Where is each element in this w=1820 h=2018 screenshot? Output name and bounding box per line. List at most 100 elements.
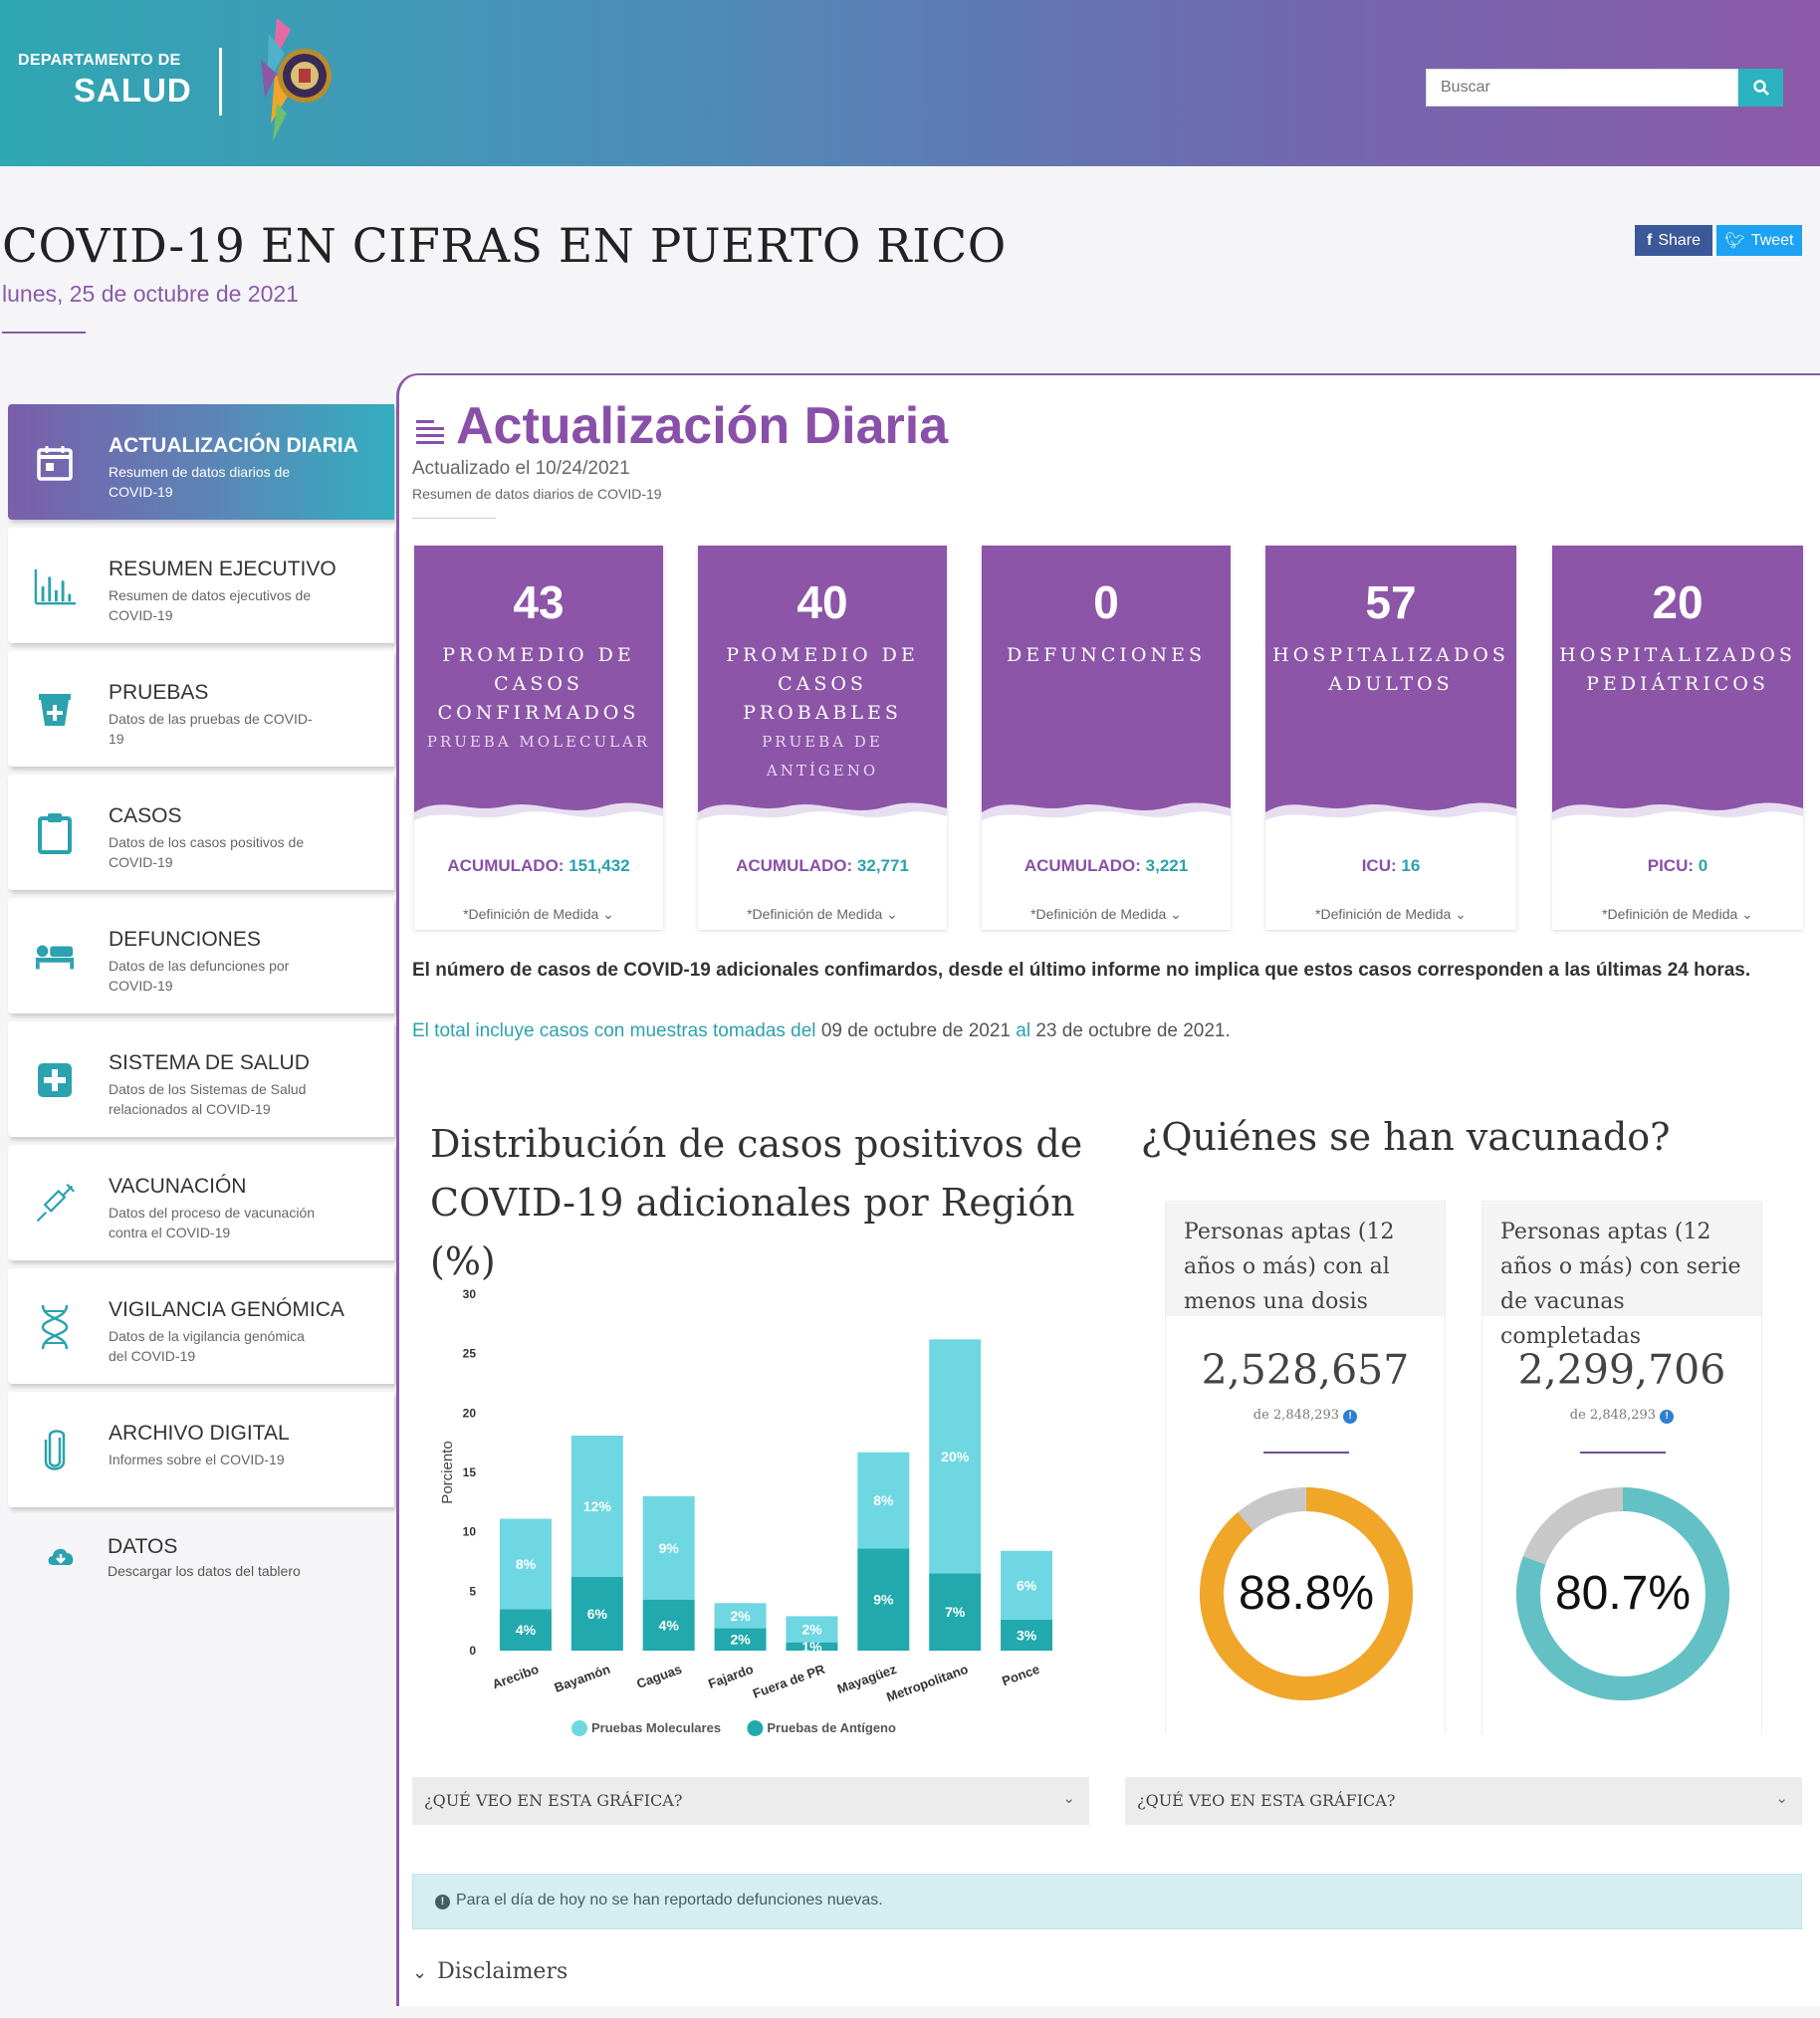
x-tick-label: Fuera de PR xyxy=(751,1662,827,1701)
facebook-icon: f xyxy=(1646,231,1653,249)
card-header-bg xyxy=(982,546,1231,824)
card-icu: ICU: 16 xyxy=(1265,856,1516,876)
sidebar-item-subtitle: Datos de las pruebas de COVID-19 xyxy=(109,711,313,747)
vaccine-card-complete: Personas aptas (12 años o más) con serie… xyxy=(1481,1201,1762,1734)
dept-line2: SALUD xyxy=(74,72,192,109)
acc-label: ACUMULADO: xyxy=(447,856,565,875)
vaccine-count: 2,299,706 xyxy=(1517,1346,1726,1394)
sidebar-item-actualizacion-diaria[interactable]: ACTUALIZACIÓN DIARIA Resumen de datos di… xyxy=(8,404,394,520)
sidebar-item-title: SISTEMA DE SALUD xyxy=(109,1051,310,1074)
y-tick-label: 5 xyxy=(469,1584,476,1598)
sidebar-item-casos[interactable]: CASOS Datos de los casos positivos de CO… xyxy=(8,775,394,890)
sidebar-item-title: CASOS xyxy=(109,804,182,827)
acc-label: PICU: xyxy=(1647,856,1695,875)
card-number: 40 xyxy=(796,576,848,628)
definition-label: *Definición de Medida xyxy=(1315,906,1452,922)
bar-data-label: 20% xyxy=(941,1449,970,1464)
vaccine-card-header: Personas aptas (12 años o más) con serie… xyxy=(1482,1201,1761,1349)
section-subtitle: Resumen de datos diarios de COVID-19 xyxy=(412,486,662,502)
test-kit-icon xyxy=(34,689,76,731)
sidebar-item-title: PRUEBAS xyxy=(109,681,209,704)
definition-toggle[interactable]: *Definición de Medida ⌄ xyxy=(982,906,1231,923)
x-tick-label: Arecibo xyxy=(490,1662,541,1692)
cases-note: El número de casos de COVID-19 adicional… xyxy=(412,960,1751,981)
acc-label: ACUMULADO: xyxy=(1024,856,1141,875)
updated-date: Actualizado el 10/24/2021 xyxy=(412,458,630,479)
vaccine-count: 2,528,657 xyxy=(1201,1346,1410,1394)
menu-lines-icon xyxy=(416,420,444,444)
sidebar-item-datos[interactable]: DATOS Descargar los datos del tablero xyxy=(8,1523,394,1603)
sidebar-item-archivo-digital[interactable]: ARCHIVO DIGITAL Informes sobre el COVID-… xyxy=(8,1392,394,1507)
bar-data-label: 3% xyxy=(1017,1627,1037,1643)
share-label: Share xyxy=(1658,231,1702,249)
clipboard-icon xyxy=(34,812,76,854)
sidebar-item-resumen-ejecutivo[interactable]: RESUMEN EJECUTIVO Resumen de datos ejecu… xyxy=(8,528,394,643)
definition-label: *Definición de Medida xyxy=(463,906,599,922)
bar-data-label: 7% xyxy=(945,1604,966,1620)
dept-logo-text[interactable]: DEPARTAMENTO DE SALUD xyxy=(18,52,192,110)
facebook-share-button[interactable]: f Share xyxy=(1635,225,1712,256)
search-input[interactable] xyxy=(1426,69,1738,107)
title-underline xyxy=(2,332,86,334)
section-title: Actualización Diaria xyxy=(456,397,949,455)
sidebar-item-pruebas[interactable]: PRUEBAS Datos de las pruebas de COVID-19 xyxy=(8,651,394,767)
card-wave xyxy=(982,802,1231,834)
card-accumulated: ACUMULADO: 32,771 xyxy=(698,856,947,876)
card-label: HOSPITALIZADOS PEDIÁTRICOS xyxy=(1559,644,1796,695)
section-divider xyxy=(412,518,496,519)
search-icon xyxy=(1752,80,1769,96)
cloud-download-icon xyxy=(46,1545,76,1572)
faq-label: ¿QUÉ VEO EN ESTA GRÁFICA? xyxy=(424,1791,683,1810)
tweet-label: Tweet xyxy=(1750,231,1794,249)
sidebar-item-defunciones[interactable]: DEFUNCIONES Datos de las defunciones por… xyxy=(8,898,394,1013)
card-wave xyxy=(1552,802,1803,834)
bar-segment xyxy=(714,1628,767,1651)
sidebar-item-vacunacion[interactable]: VACUNACIÓN Datos del proceso de vacunaci… xyxy=(8,1145,394,1260)
card-wave xyxy=(1265,802,1516,834)
bar-data-label: 8% xyxy=(516,1556,537,1572)
card-header-bg xyxy=(414,546,663,824)
definition-toggle[interactable]: *Definición de Medida ⌄ xyxy=(698,906,947,923)
sidebar-item-vigilancia-genomica[interactable]: VIGILANCIA GENÓMICA Datos de la vigilanc… xyxy=(8,1268,394,1384)
legend-marker xyxy=(747,1720,764,1736)
info-icon[interactable]: ! xyxy=(1660,1410,1675,1424)
vaccine-total: de 2,848,293 xyxy=(1252,1408,1340,1423)
bar-data-label: 2% xyxy=(730,1632,751,1648)
card-number: 57 xyxy=(1365,576,1417,628)
twitter-tweet-button[interactable]: 🐦︎ Tweet xyxy=(1716,225,1802,256)
card-header-bg xyxy=(1265,546,1516,824)
bar-data-label: 2% xyxy=(730,1608,751,1624)
acc-value: 16 xyxy=(1401,856,1421,875)
vaccine-divider xyxy=(1263,1452,1349,1454)
definition-toggle[interactable]: *Definición de Medida ⌄ xyxy=(1265,906,1516,923)
note-to-date: 23 de octubre de 2021. xyxy=(1035,1020,1231,1041)
stat-card-confirmed: 43 PROMEDIO DE CASOS CONFIRMADOS PRUEBA … xyxy=(414,546,663,930)
definition-toggle[interactable]: *Definición de Medida ⌄ xyxy=(414,906,663,923)
info-circle-icon: ! xyxy=(435,1895,450,1909)
bar-segment xyxy=(857,1452,910,1549)
card-number: 20 xyxy=(1652,576,1704,628)
bar-segment xyxy=(499,1609,552,1651)
y-tick-label: 30 xyxy=(463,1287,477,1301)
stat-card-probable: 40 PROMEDIO DE CASOS PROBABLES PRUEBA DE… xyxy=(698,546,947,930)
card-header-bg xyxy=(1552,546,1803,824)
x-tick-label: Caguas xyxy=(634,1662,683,1691)
vaccine-card-one-dose: Personas aptas (12 años o más) con al me… xyxy=(1165,1201,1446,1734)
info-alert: ! Para el día de hoy no se han reportado … xyxy=(412,1874,1802,1929)
x-tick-label: Metropolitano xyxy=(884,1662,970,1705)
donut-percent: 88.8% xyxy=(1239,1567,1374,1620)
vaccine-faq-accordion[interactable]: ¿QUÉ VEO EN ESTA GRÁFICA? ⌄ xyxy=(1125,1777,1802,1825)
search-button[interactable] xyxy=(1738,69,1783,107)
legend-label: Pruebas Moleculares xyxy=(591,1720,721,1735)
disclaimers-toggle[interactable]: ⌄ Disclaimers xyxy=(412,1959,568,1984)
sidebar-item-sistema-de-salud[interactable]: SISTEMA DE SALUD Datos de los Sistemas d… xyxy=(8,1021,394,1137)
sidebar-item-subtitle: Datos de la vigilancia genómica del COVI… xyxy=(109,1328,305,1364)
chart-faq-accordion[interactable]: ¿QUÉ VEO EN ESTA GRÁFICA? ⌄ xyxy=(412,1777,1089,1825)
bar-data-label: 12% xyxy=(583,1498,612,1514)
definition-toggle[interactable]: *Definición de Medida ⌄ xyxy=(1552,906,1803,923)
y-tick-label: 10 xyxy=(463,1525,477,1539)
sidebar-item-title: ACTUALIZACIÓN DIARIA xyxy=(109,434,358,457)
sidebar-item-subtitle: Resumen de datos ejecutivos de COVID-19 xyxy=(109,587,312,623)
info-icon[interactable]: ! xyxy=(1343,1410,1358,1424)
sidebar-item-title: VACUNACIÓN xyxy=(109,1175,247,1198)
